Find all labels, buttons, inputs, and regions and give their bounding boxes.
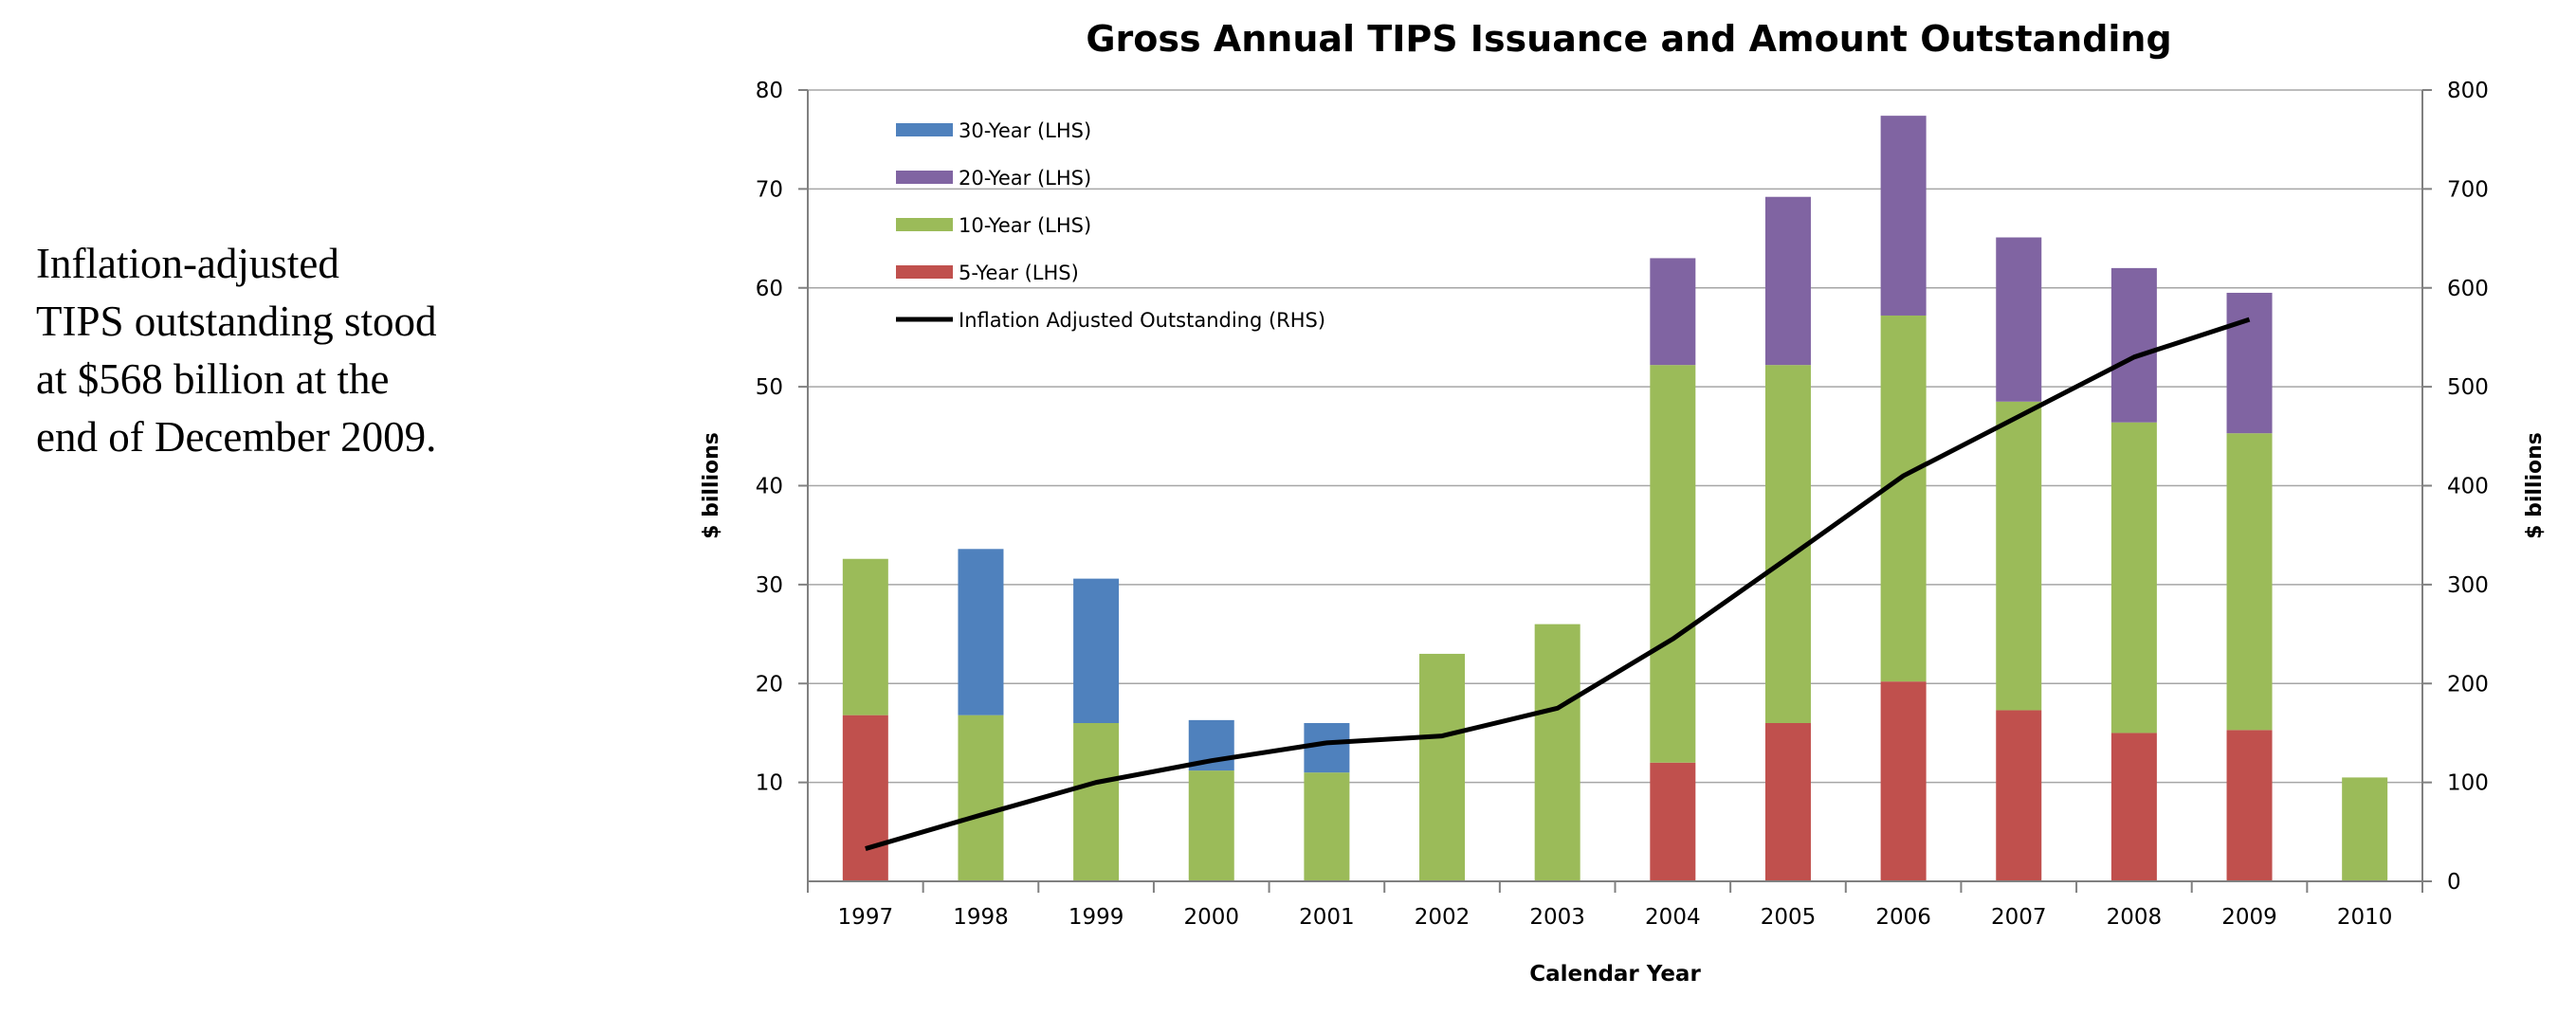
legend: 30-Year (LHS) 20-Year (LHS) 10-Year (LHS) 5…	[896, 119, 1325, 332]
bar-segment	[842, 558, 888, 715]
y2-tick-label: 300	[2447, 573, 2489, 598]
bar-segment	[1764, 723, 1811, 881]
y2-tick-label: 100	[2447, 771, 2489, 796]
bar-segment	[1650, 258, 1696, 366]
legend-swatch	[896, 171, 953, 184]
bar-segment	[1304, 723, 1350, 773]
x-tick-label: 2009	[2221, 905, 2277, 930]
bar-segment	[1764, 196, 1811, 366]
bar-segment	[1534, 624, 1580, 881]
x-tick-label: 2006	[1875, 905, 1931, 930]
x-tick-label: 2010	[2337, 905, 2393, 930]
y-tick-label: 70	[756, 177, 783, 202]
x-tick-label: 1999	[1069, 905, 1124, 930]
legend-label: Inflation Adjusted Outstanding (RHS)	[959, 309, 1325, 332]
bar-segment	[1188, 770, 1234, 881]
bar-segment	[1996, 401, 2042, 711]
caption-line: TIPS outstanding stood	[36, 298, 437, 345]
x-tick-label: 2007	[1991, 905, 2047, 930]
x-axis-title: Calendar Year	[1529, 962, 1701, 987]
bar-segment	[842, 715, 888, 881]
y2-tick-label: 500	[2447, 375, 2489, 400]
caption-line: at $568 billion at the	[36, 355, 390, 403]
y2-tick-label: 0	[2447, 870, 2461, 895]
y-tick-label: 40	[756, 475, 783, 499]
bar-segment	[1650, 762, 1696, 881]
bar-segment	[1650, 365, 1696, 763]
x-tick-label: 1997	[838, 905, 894, 930]
bar-segment	[2226, 433, 2273, 731]
bar-segment	[2226, 730, 2273, 881]
legend-label: 10-Year (LHS)	[959, 214, 1091, 237]
bar-segment	[1996, 237, 2042, 402]
chart-title: Gross Annual TIPS Issuance and Amount Ou…	[1086, 18, 2171, 60]
bar-segment	[2110, 422, 2157, 733]
bar-segment	[1764, 365, 1811, 723]
legend-swatch	[896, 123, 953, 136]
caption-line: Inflation-adjusted	[36, 240, 339, 287]
x-tick-label: 2008	[2107, 905, 2163, 930]
x-tick-label: 2002	[1415, 905, 1471, 930]
legend-label: 30-Year (LHS)	[959, 119, 1091, 142]
y-tick-label: 30	[756, 573, 783, 598]
caption-text: Inflation-adjusted TIPS outstanding stoo…	[36, 235, 529, 466]
y-tick-label: 10	[756, 771, 783, 796]
bar-segment	[1880, 116, 1927, 316]
y2-tick-label: 700	[2447, 177, 2489, 202]
bar-segment	[1419, 653, 1466, 881]
bar-segment	[2110, 267, 2157, 423]
bar-segment	[1073, 578, 1120, 723]
legend-label: 5-Year (LHS)	[959, 262, 1079, 284]
y-tick-label: 60	[756, 277, 783, 301]
y2-axis-title: $ billions	[2523, 432, 2547, 539]
y-axis-title: $ billions	[700, 432, 723, 539]
bar-segment	[1880, 315, 1927, 682]
bar-segment	[2226, 292, 2273, 434]
bar-segment	[2110, 733, 2157, 881]
x-tick-label: 2001	[1299, 905, 1355, 930]
x-tick-label: 2003	[1529, 905, 1585, 930]
axis-labels: 1020304050607080010020030040050060070080…	[700, 79, 2547, 987]
bars	[842, 116, 2388, 881]
legend-label: 20-Year (LHS)	[959, 167, 1091, 190]
x-tick-label: 2004	[1645, 905, 1701, 930]
bar-segment	[1880, 681, 1927, 881]
x-tick-label: 2000	[1183, 905, 1239, 930]
y-tick-label: 20	[756, 672, 783, 697]
caption-line: end of December 2009.	[36, 413, 437, 461]
x-tick-label: 2005	[1761, 905, 1817, 930]
bar-segment	[2342, 777, 2388, 881]
outstanding-line	[865, 317, 2251, 851]
y2-tick-label: 600	[2447, 277, 2489, 301]
outstanding-line-path	[865, 317, 2251, 851]
axes	[798, 89, 2432, 893]
bar-segment	[958, 549, 1004, 715]
bar-segment	[1304, 772, 1350, 881]
x-tick-label: 1998	[953, 905, 1009, 930]
bar-segment	[958, 715, 1004, 881]
y2-tick-label: 400	[2447, 475, 2489, 499]
bar-segment	[1996, 710, 2042, 881]
y2-tick-label: 800	[2447, 79, 2489, 103]
y-tick-label: 50	[756, 375, 783, 400]
gridlines	[808, 89, 2422, 784]
bar-segment	[1073, 723, 1120, 881]
y-tick-label: 80	[756, 79, 783, 103]
legend-swatch	[896, 265, 953, 279]
y2-tick-label: 200	[2447, 672, 2489, 697]
legend-swatch	[896, 218, 953, 231]
